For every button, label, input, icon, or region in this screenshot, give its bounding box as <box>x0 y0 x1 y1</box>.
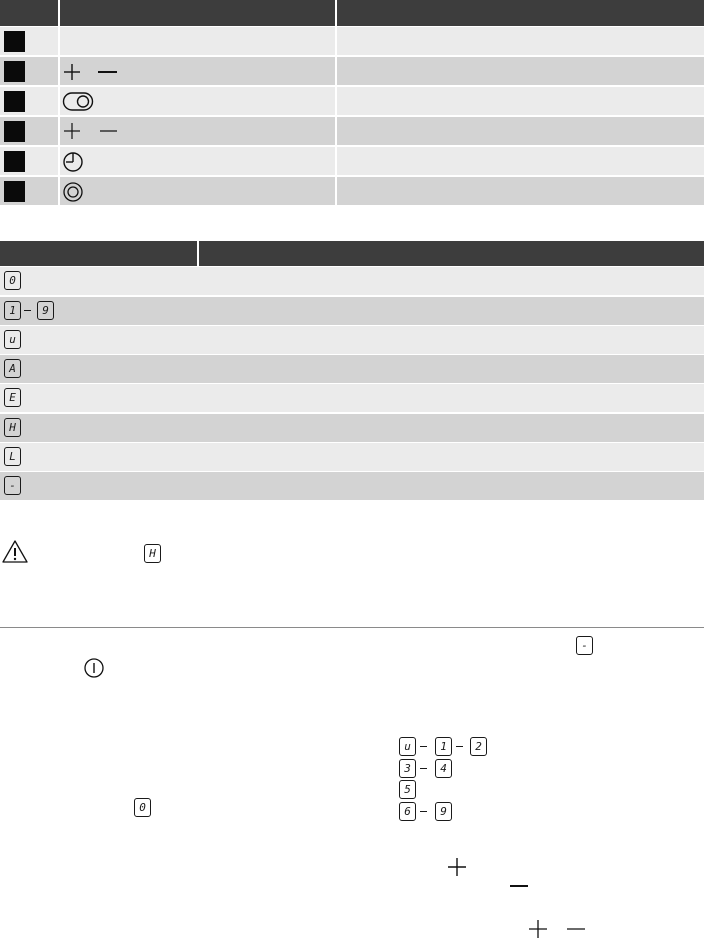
heat-level-row: 6 9 <box>399 802 479 822</box>
display-glyph: u <box>4 330 21 349</box>
on-off-icon <box>84 658 104 678</box>
ring-icon <box>63 182 83 202</box>
table-row <box>0 177 704 205</box>
table-row <box>0 57 704 85</box>
controls-table-header <box>0 0 704 26</box>
table-row <box>0 147 704 175</box>
heat-level-row: 3 4 <box>399 759 479 779</box>
plus-icon <box>448 858 466 876</box>
table-row: 0 <box>0 267 704 295</box>
plus-minus-icon <box>64 64 117 80</box>
heat-level-row: u 1 2 <box>399 737 519 757</box>
display-glyph: 5 <box>399 780 416 799</box>
display-glyph: 9 <box>435 802 452 821</box>
row-number-marker <box>4 91 25 112</box>
header-divider <box>58 0 60 26</box>
row-number-marker <box>4 151 25 172</box>
display-glyph: 0 <box>4 271 21 290</box>
display-glyph: A <box>4 359 21 378</box>
display-glyph: 0 <box>134 798 151 817</box>
display-glyph: u <box>399 737 416 756</box>
display-glyph: - <box>4 476 21 495</box>
timer-icon <box>63 152 83 172</box>
table-row: H <box>0 414 704 442</box>
range-dash <box>24 310 31 311</box>
display-glyph: 6 <box>399 802 416 821</box>
display-glyph: 1 <box>4 301 21 320</box>
display-glyph: H <box>4 418 21 437</box>
row-number-marker <box>4 61 25 82</box>
row-number-marker <box>4 181 25 202</box>
table-row: 1 9 <box>0 297 704 325</box>
display-glyph: - <box>576 636 593 655</box>
display-glyph: L <box>4 447 21 466</box>
display-glyph: 9 <box>37 301 54 320</box>
table-row: L <box>0 443 704 471</box>
display-glyph: E <box>4 388 21 407</box>
minus-icon <box>510 885 528 887</box>
table-row <box>0 87 704 115</box>
display-glyph: 2 <box>470 737 487 756</box>
display-glyph: 1 <box>435 737 452 756</box>
plus-minus-icon <box>529 920 585 938</box>
warning-icon <box>2 540 28 563</box>
section-divider <box>0 627 704 628</box>
table-row <box>0 117 704 145</box>
heat-level-row: 5 <box>399 780 429 800</box>
header-divider <box>197 241 199 266</box>
table-row: - <box>0 472 704 500</box>
display-table-header <box>0 241 704 266</box>
display-glyph: H <box>144 544 161 563</box>
table-row: A <box>0 355 704 383</box>
row-number-marker <box>4 31 25 52</box>
table-row: E <box>0 384 704 412</box>
table-row <box>0 27 704 55</box>
display-glyph: 4 <box>435 759 452 778</box>
display-glyph: 3 <box>399 759 416 778</box>
header-divider <box>335 0 337 26</box>
toggle-icon <box>62 92 94 111</box>
plus-minus-icon <box>64 123 117 139</box>
table-row: u <box>0 326 704 354</box>
row-number-marker <box>4 121 25 142</box>
